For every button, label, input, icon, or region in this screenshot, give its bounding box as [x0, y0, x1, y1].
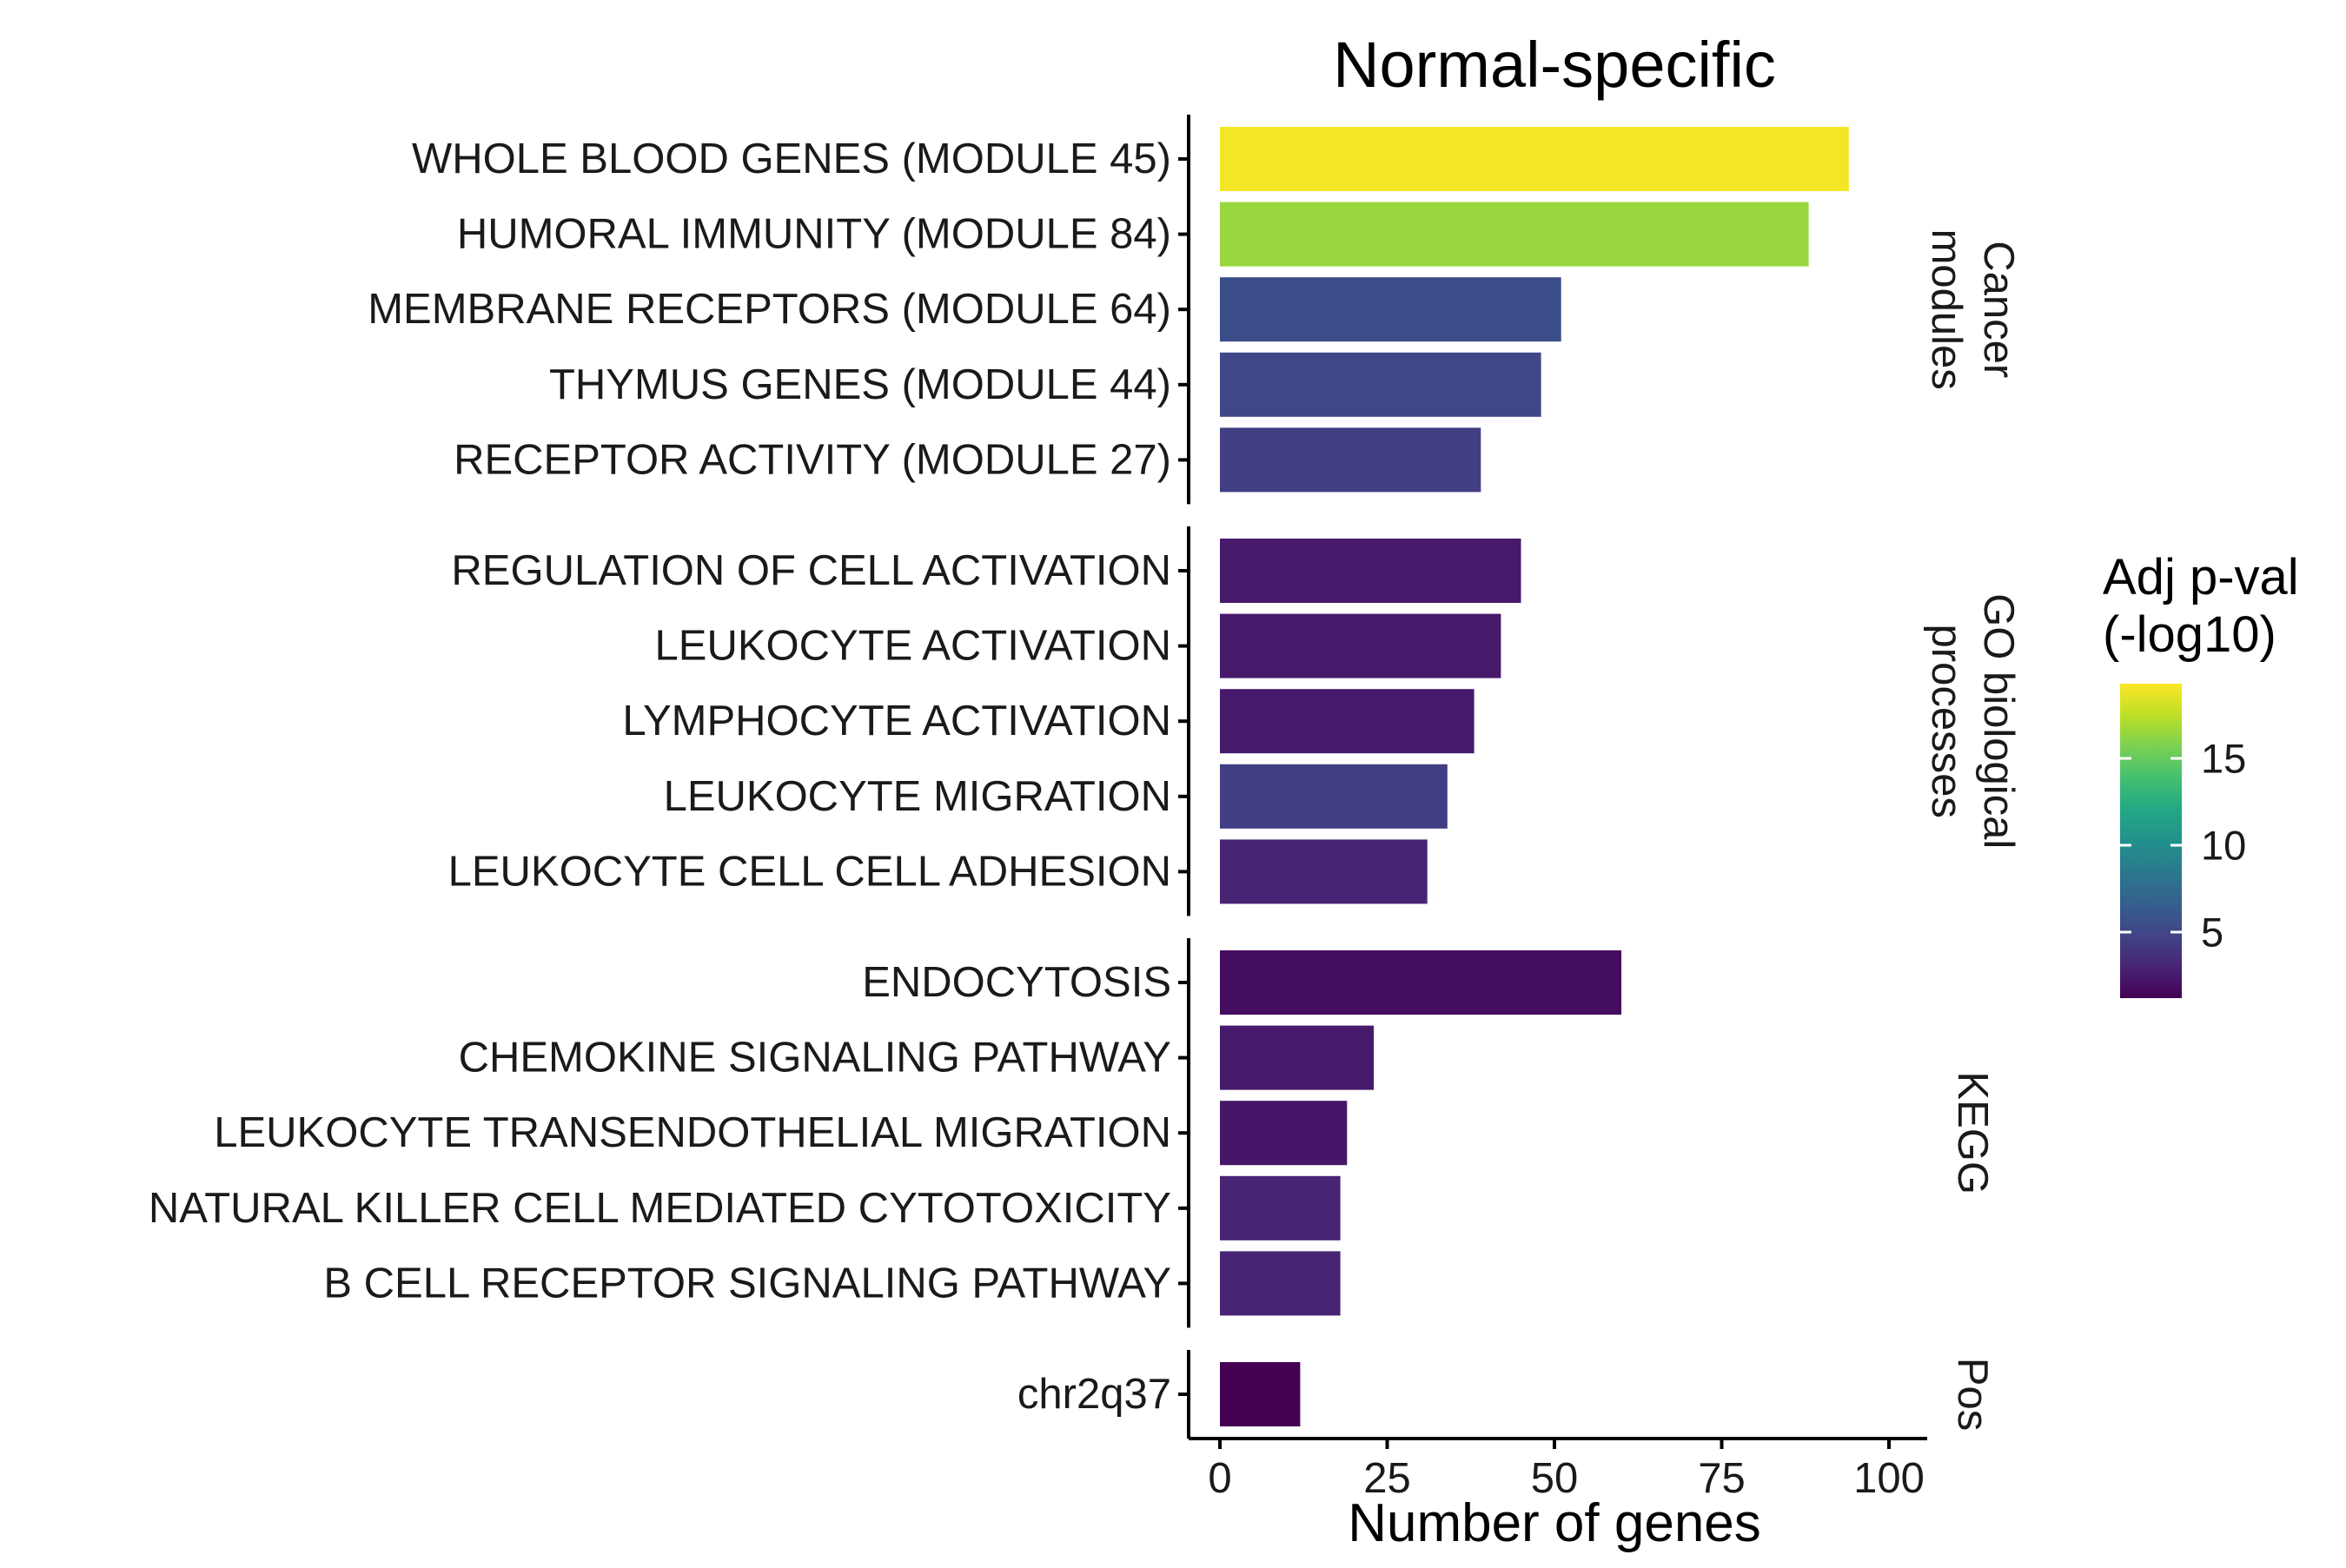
color-legend: Adj p-val (-log10) 5 10 15 — [2103, 549, 2299, 998]
y-tick-label: WHOLE BLOOD GENES (MODULE 45) — [412, 136, 1171, 182]
bar — [1220, 839, 1428, 904]
facet-strip-label: GO biologicalprocesses — [1923, 593, 2022, 849]
y-tick-label: B CELL RECEPTOR SIGNALING PATHWAY — [323, 1260, 1171, 1307]
bar — [1220, 1025, 1375, 1090]
bar — [1220, 1101, 1348, 1166]
bar — [1220, 352, 1541, 417]
facet-strip-label-line: Pos — [1949, 1358, 1996, 1431]
facet-strip-label: Cancermodules — [1923, 229, 2022, 390]
bar — [1220, 427, 1481, 493]
facet-strip-label: KEGG — [1949, 1071, 1996, 1194]
facet-strip-label-line: KEGG — [1949, 1071, 1996, 1194]
legend-title-line: Adj p-val — [2103, 549, 2299, 605]
bar — [1220, 950, 1621, 1015]
bar — [1220, 127, 1849, 191]
facet-strip-label: Pos — [1949, 1358, 1996, 1431]
x-axis: 0 25 50 75 100 — [1189, 1437, 1927, 1502]
bar — [1220, 1251, 1341, 1316]
facet-panel: WHOLE BLOOD GENES (MODULE 45) HUMORAL IMM… — [368, 115, 2022, 505]
bar — [1220, 277, 1561, 342]
y-tick-label: THYMUS GENES (MODULE 44) — [549, 361, 1171, 408]
bar — [1220, 689, 1475, 754]
x-tick-label: 75 — [1698, 1455, 1746, 1502]
bar — [1220, 202, 1809, 267]
facet-strip-label-line: modules — [1923, 229, 1970, 390]
bar — [1220, 1362, 1301, 1426]
legend-tick-label: 15 — [2201, 736, 2246, 782]
x-tick-label: 25 — [1363, 1455, 1411, 1502]
y-tick-label: REGULATION OF CELL ACTIVATION — [451, 547, 1171, 594]
legend-title: Adj p-val (-log10) — [2103, 549, 2299, 663]
x-tick-label: 100 — [1853, 1455, 1925, 1502]
x-tick-label: 0 — [1208, 1455, 1231, 1502]
y-tick-label: chr2q37 — [1017, 1371, 1171, 1418]
bar — [1220, 764, 1448, 829]
legend-tick-label: 5 — [2201, 910, 2223, 956]
y-tick-label: LEUKOCYTE ACTIVATION — [655, 623, 1171, 670]
y-tick-label: LEUKOCYTE MIGRATION — [664, 773, 1171, 820]
y-tick-label: RECEPTOR ACTIVITY (MODULE 27) — [454, 436, 1171, 483]
bar — [1220, 1175, 1341, 1241]
y-tick-label: LYMPHOCYTE ACTIVATION — [622, 698, 1171, 744]
facet-strip-label-line: Cancer — [1975, 241, 2022, 378]
bar — [1220, 613, 1501, 678]
y-tick-label: HUMORAL IMMUNITY (MODULE 84) — [457, 211, 1171, 258]
facet-panels: WHOLE BLOOD GENES (MODULE 45) HUMORAL IMM… — [149, 115, 2022, 1439]
y-tick-label: CHEMOKINE SIGNALING PATHWAY — [459, 1035, 1171, 1082]
y-tick-label: ENDOCYTOSIS — [862, 959, 1171, 1006]
legend-tick-label: 10 — [2201, 823, 2246, 869]
facet-strip-label-line: GO biological — [1975, 593, 2022, 849]
chart-title: Normal-specific — [1333, 29, 1776, 101]
y-tick-label: LEUKOCYTE TRANSENDOTHELIAL MIGRATION — [214, 1109, 1171, 1156]
facet-panel: chr2q37 Pos — [1017, 1350, 1996, 1439]
y-tick-label: MEMBRANE RECEPTORS (MODULE 64) — [368, 286, 1171, 333]
bar — [1220, 539, 1521, 603]
legend-title-line: (-log10) — [2103, 606, 2276, 663]
facet-strip-label-line: processes — [1923, 625, 1970, 818]
y-tick-label: NATURAL KILLER CELL MEDIATED CYTOTOXICIT… — [149, 1185, 1171, 1232]
x-tick-label: 50 — [1531, 1455, 1579, 1502]
facet-panel: REGULATION OF CELL ACTIVATION LEUKOCYTE A… — [448, 526, 2022, 916]
legend-colorbar — [2120, 684, 2182, 998]
y-tick-label: LEUKOCYTE CELL CELL ADHESION — [448, 848, 1171, 895]
x-axis-label: Number of genes — [1348, 1493, 1761, 1553]
facet-panel: ENDOCYTOSIS CHEMOKINE SIGNALING PATHWAY LE… — [149, 938, 1996, 1328]
